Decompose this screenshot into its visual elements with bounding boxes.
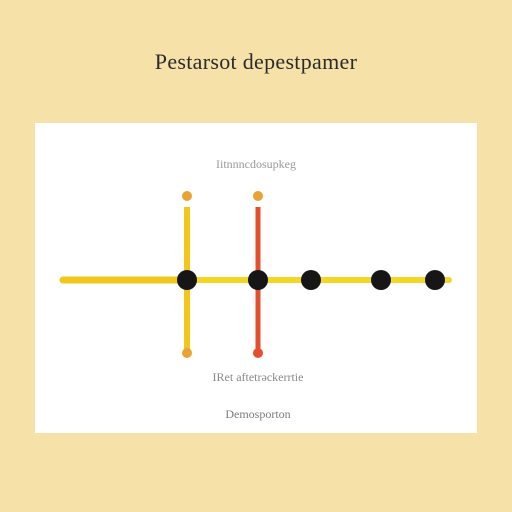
label-top: Iitnnncdosupkeg xyxy=(216,157,296,172)
diagram-svg xyxy=(0,0,512,512)
label-bottom: Demosporton xyxy=(225,407,290,422)
label-mid: IRet aftetrəckerrtie xyxy=(213,370,304,385)
